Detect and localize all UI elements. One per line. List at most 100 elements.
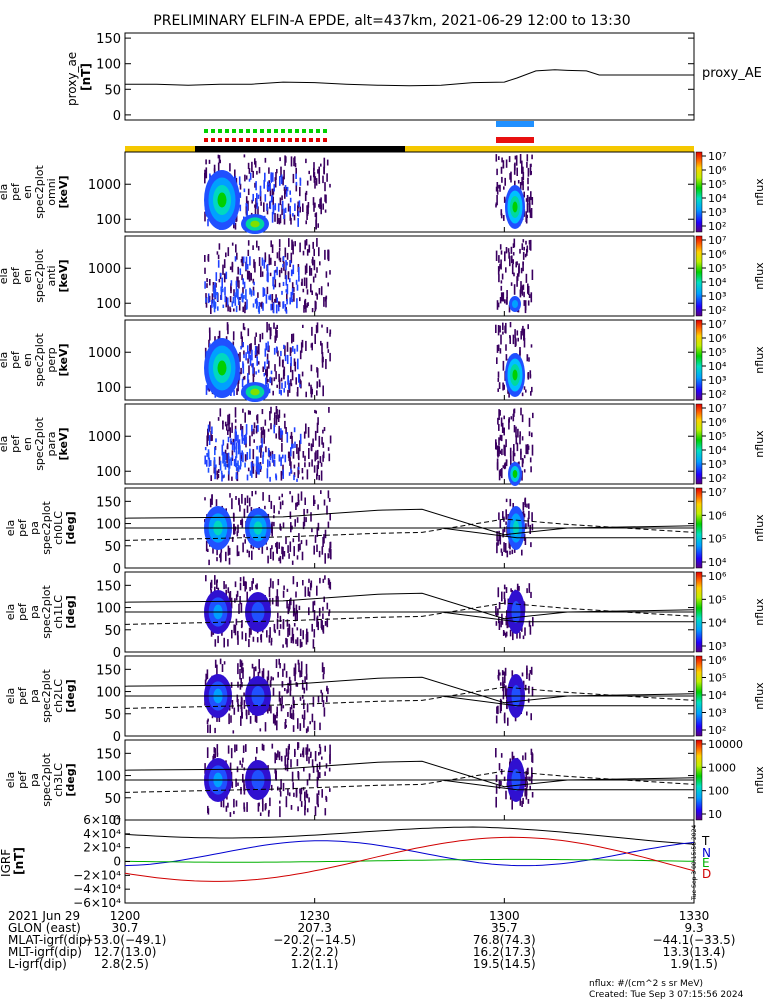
- xaxis-row-value: 12.7(13.0): [94, 945, 157, 959]
- flux-stripe: [516, 276, 518, 287]
- flux-stripe: [513, 238, 516, 248]
- flux-stripe: [300, 282, 303, 286]
- flux-stripe: [497, 378, 500, 382]
- flux-stripe: [275, 753, 278, 760]
- ytick-label: 100: [96, 297, 121, 312]
- flux-stripe: [290, 379, 292, 385]
- flux-stripe: [519, 154, 522, 164]
- flux-stripe: [531, 432, 533, 438]
- flux-stripe: [511, 670, 514, 679]
- proxy-ae-ytick-label: 0: [113, 109, 121, 124]
- flux-stripe: [284, 688, 286, 692]
- flux-stripe: [296, 610, 298, 621]
- panel-frame: [124, 403, 695, 485]
- flux-stripe: [245, 256, 248, 265]
- flux-stripe: [266, 286, 269, 295]
- flux-stripe: [313, 162, 315, 171]
- flux-stripe: [281, 681, 284, 687]
- flux-stripe: [291, 495, 294, 503]
- flux-stripe: [252, 546, 255, 550]
- flux-stripe: [517, 428, 519, 438]
- flux-stripe: [303, 718, 305, 728]
- flux-stripe: [218, 714, 221, 722]
- flux-stripe: [321, 662, 324, 673]
- colorbar-tick-label: 10⁶: [708, 654, 727, 667]
- panel-ylabel-line: ela: [0, 184, 10, 201]
- flux-stripe: [497, 325, 500, 336]
- flux-stripe: [326, 602, 329, 610]
- proxy-ae-ylabel: proxy_ae [nT]: [65, 48, 93, 106]
- flux-stripe: [235, 496, 237, 500]
- flux-stripe: [506, 703, 508, 710]
- flux-stripe: [302, 580, 304, 586]
- flux-stripe: [230, 280, 233, 286]
- flux-stripe: [531, 752, 533, 762]
- flux-stripe: [216, 251, 219, 255]
- flux-stripe: [302, 288, 305, 293]
- flux-stripe: [252, 193, 254, 202]
- flux-stripe: [299, 384, 301, 388]
- panel-ylabel-line: ela: [0, 352, 10, 369]
- flux-stripe: [500, 682, 502, 686]
- flux-stripe: [284, 190, 286, 199]
- flux-stripe: [267, 272, 269, 283]
- flux-stripe: [222, 304, 225, 308]
- xaxis-row-value: 13.3(13.4): [663, 945, 726, 959]
- panel-para: 1001000elapefenspec2plotpara[keV]10²10³1…: [0, 402, 766, 486]
- flux-stripe: [312, 696, 315, 707]
- ytick-label: 50: [104, 792, 121, 807]
- flux-stripe: [306, 180, 309, 186]
- flux-blob: [512, 369, 518, 381]
- flux-stripe: [215, 292, 217, 296]
- flux-stripe: [316, 422, 319, 433]
- flux-stripe: [230, 458, 233, 466]
- flux-stripe: [206, 453, 208, 457]
- flux-stripe: [278, 301, 281, 307]
- flux-stripe: [227, 452, 230, 461]
- flux-stripe: [285, 537, 287, 545]
- flux-stripe: [216, 470, 219, 480]
- flux-stripe: [275, 294, 277, 303]
- flux-stripe: [245, 433, 247, 444]
- flux-stripe: [307, 302, 309, 306]
- flux-stripe: [324, 808, 327, 816]
- flux-stripe: [261, 796, 264, 805]
- flux-stripe: [503, 526, 506, 533]
- flux-stripe: [267, 706, 269, 714]
- flux-stripe: [204, 763, 206, 774]
- flux-stripe: [530, 292, 533, 303]
- flux-stripe: [233, 707, 236, 715]
- panel-ylabel-line: para: [45, 432, 58, 457]
- flux-stripe: [227, 471, 230, 481]
- flux-stripe: [282, 464, 284, 474]
- flux-stripe: [291, 288, 294, 296]
- flux-stripe: [318, 752, 320, 756]
- flux-stripe: [269, 188, 272, 197]
- colorbar-tick-label: 10²: [708, 388, 726, 401]
- flux-stripe: [292, 725, 295, 732]
- flux-stripe: [226, 424, 228, 431]
- flux-stripe: [328, 453, 331, 462]
- panel-ylabel-line: ch1LC: [52, 595, 65, 629]
- flux-stripe: [509, 550, 511, 555]
- flux-stripe: [329, 788, 331, 792]
- flux-stripe: [295, 502, 297, 510]
- flux-stripe: [235, 280, 238, 286]
- flux-stripe: [282, 301, 284, 309]
- flux-stripe: [241, 378, 244, 388]
- flux-stripe: [498, 470, 501, 481]
- flux-stripe: [312, 241, 314, 249]
- flux-stripe: [291, 282, 294, 292]
- xaxis-row-value: 1300: [489, 909, 520, 923]
- flux-stripe: [268, 494, 271, 502]
- flux-stripe: [249, 256, 251, 266]
- flux-stripe: [530, 208, 533, 219]
- flux-stripe: [302, 695, 304, 699]
- flux-stripe: [297, 742, 300, 749]
- flux-stripe: [297, 493, 300, 502]
- flux-stripe: [308, 773, 311, 780]
- flux-stripe: [252, 578, 254, 584]
- flux-stripe: [323, 596, 325, 603]
- flux-stripe: [518, 586, 520, 591]
- flux-stripe: [325, 359, 327, 370]
